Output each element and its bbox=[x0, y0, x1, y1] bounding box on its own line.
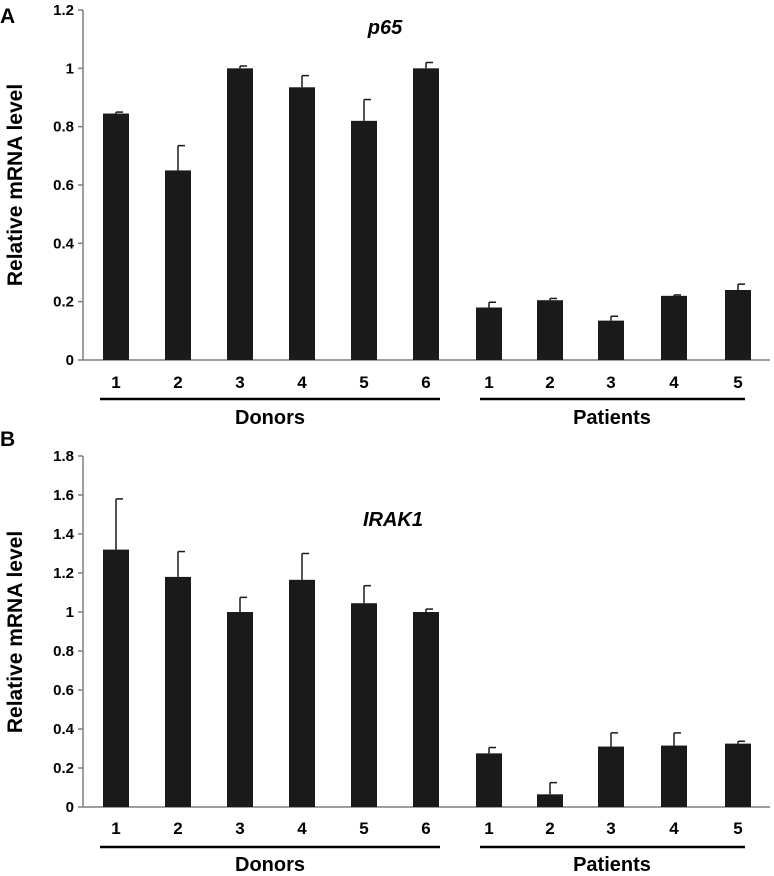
panel-a-x-tick-label: 4 bbox=[297, 373, 307, 392]
panel-b-bar bbox=[289, 579, 315, 807]
panel-b-x-tick-label: 2 bbox=[545, 819, 554, 838]
panel-b-x-tick-label: 6 bbox=[421, 819, 430, 838]
panel-b-y-tick-label: 0 bbox=[66, 799, 74, 816]
panel-a-x-tick-label: 5 bbox=[359, 373, 368, 392]
panel-b-group-label: Patients bbox=[573, 854, 651, 876]
panel-b-x-tick-label: 4 bbox=[669, 819, 679, 838]
panel-a-title: p65 bbox=[367, 17, 403, 39]
panel-a-y-tick-label: 0.8 bbox=[53, 119, 74, 136]
panel-b-y-tick-label: 1.6 bbox=[53, 487, 74, 504]
panel-a-bar bbox=[103, 113, 129, 361]
panel-a-x-tick-label: 1 bbox=[484, 373, 493, 392]
panel-a-bar bbox=[661, 295, 687, 360]
panel-a-bar bbox=[227, 68, 253, 360]
panel-b-x-tick-label: 4 bbox=[297, 819, 307, 838]
panel-b-bar bbox=[476, 753, 502, 807]
panel-a-y-tick-label: 0 bbox=[66, 352, 74, 369]
panel-b-bar bbox=[725, 743, 751, 807]
panel-a-bar bbox=[598, 320, 624, 360]
panel-b-x-tick-label: 3 bbox=[235, 819, 244, 838]
panel-a-y-tick-label: 1.2 bbox=[53, 2, 74, 19]
panel-a-x-tick-label: 5 bbox=[733, 373, 742, 392]
panel-a-x-tick-label: 2 bbox=[545, 373, 554, 392]
panel-b-bar bbox=[227, 612, 253, 807]
panel-b-group-label: Donors bbox=[235, 854, 305, 876]
panel-b-y-tick-label: 0.8 bbox=[53, 643, 74, 660]
panel-b-y-tick-label: 1.8 bbox=[53, 448, 74, 465]
panel-b-x-tick-label: 3 bbox=[606, 819, 615, 838]
panel-a-x-tick-label: 3 bbox=[235, 373, 244, 392]
panel-a-bar bbox=[725, 290, 751, 360]
panel-a-bar bbox=[165, 170, 191, 360]
panel-a-bar bbox=[537, 300, 563, 360]
panel-b-x-tick-label: 2 bbox=[173, 819, 182, 838]
panel-b-letter: B bbox=[0, 428, 15, 451]
panel-b-bar bbox=[165, 576, 191, 807]
panel-b-x-tick-label: 5 bbox=[359, 819, 368, 838]
panel-b-y-tick-label: 0.4 bbox=[53, 721, 75, 738]
panel-a-y-tick-label: 0.6 bbox=[53, 177, 74, 194]
panel-b-x-tick-label: 5 bbox=[733, 819, 742, 838]
panel-b-y-tick-label: 1.2 bbox=[53, 565, 74, 582]
panel-a-y-tick-label: 0.2 bbox=[53, 294, 74, 311]
panel-a-y-tick-label: 1 bbox=[66, 60, 74, 77]
panel-a-group-label: Patients bbox=[573, 407, 651, 429]
panel-b-y-tick-label: 1 bbox=[66, 604, 74, 621]
panel-a-x-tick-label: 6 bbox=[421, 373, 430, 392]
panel-b-title: IRAK1 bbox=[363, 509, 423, 531]
panel-a-bar bbox=[351, 120, 377, 360]
panel-b-y-tick-label: 0.2 bbox=[53, 760, 74, 777]
panel-a-x-tick-label: 4 bbox=[669, 373, 679, 392]
panel-b-bar bbox=[661, 745, 687, 807]
panel-a-y-tick-label: 0.4 bbox=[53, 235, 75, 252]
panel-a-letter: A bbox=[0, 5, 15, 28]
panel-a-bar bbox=[476, 307, 502, 360]
panel-b-bar bbox=[351, 603, 377, 807]
panel-a-ylabel: Relative mRNA level bbox=[4, 84, 27, 286]
panel-b-x-tick-label: 1 bbox=[111, 819, 120, 838]
panel-b-y-tick-label: 0.6 bbox=[53, 682, 74, 699]
panel-b-x-tick-label: 1 bbox=[484, 819, 493, 838]
panel-b-bar bbox=[598, 746, 624, 807]
panel-b-y-tick-label: 1.4 bbox=[53, 526, 75, 543]
panel-a-bar bbox=[413, 68, 439, 360]
panel-a-x-tick-label: 2 bbox=[173, 373, 182, 392]
panel-a-x-tick-label: 3 bbox=[606, 373, 615, 392]
panel-b-bar bbox=[537, 794, 563, 807]
panel-b-ylabel: Relative mRNA level bbox=[4, 531, 27, 733]
panel-b-bar bbox=[413, 612, 439, 807]
panel-a-group-label: Donors bbox=[235, 407, 305, 429]
panel-a-x-tick-label: 1 bbox=[111, 373, 120, 392]
panel-a-bar bbox=[289, 87, 315, 361]
panel-b-bar bbox=[103, 549, 129, 807]
